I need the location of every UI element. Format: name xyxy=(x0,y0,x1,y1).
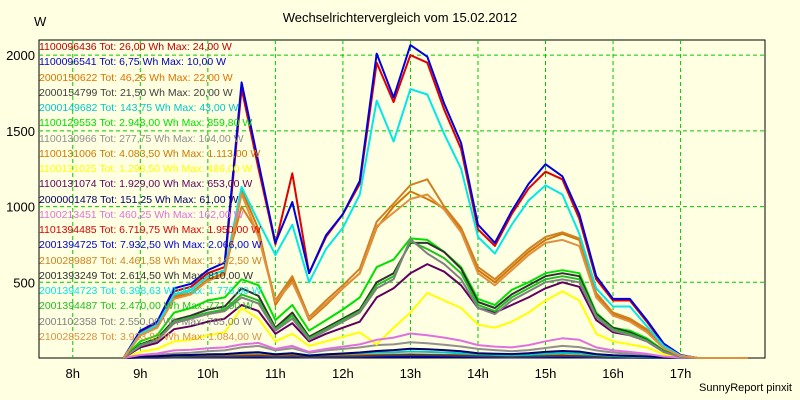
x-tick-label: 15h xyxy=(535,366,557,381)
legend-item-19: 2001102358 Tot: 2.550,00 Wh Max: 785,00 … xyxy=(39,315,253,328)
x-tick-label: 11h xyxy=(265,366,286,381)
legend-item-16: 2001393249 Tot: 2.614,50 Wh Max: 810,00 … xyxy=(39,269,254,282)
legend-item-1: 1100096436 Tot: 26,00 Wh Max: 24,00 W xyxy=(39,41,232,53)
chart-title: Wechselrichtervergleich vom 15.02.2012 xyxy=(282,10,518,25)
series-line-19 xyxy=(122,238,749,359)
credit-label: SunnyReport pinxit xyxy=(699,382,792,394)
legend-item-2: 1100096541 Tot: 6,75 Wh Max: 10,00 W xyxy=(39,56,226,69)
series-line-11 xyxy=(123,347,749,359)
legend-item-20: 2100285228 Tot: 3.923,83 Wh Max: 1.084,0… xyxy=(39,330,262,343)
legend-item-11: 2000001478 Tot: 151,25 Wh Max: 61,00 W xyxy=(39,193,239,206)
legend-item-13: 1101394485 Tot: 6.719,75 Wh Max: 1.950,0… xyxy=(39,224,262,236)
legend-item-7: 1100130966 Tot: 277,75 Wh Max: 104,00 W xyxy=(39,132,244,145)
x-tick-label: 8h xyxy=(66,366,80,381)
series-line-9 xyxy=(123,290,749,359)
legend-item-14: 2001394725 Tot: 7.932,50 Wh Max: 2.066,0… xyxy=(39,239,262,252)
legend: 1100096436 Tot: 26,00 Wh Max: 24,00 W 110… xyxy=(39,40,262,345)
y-tick-label: 500 xyxy=(13,275,35,290)
y-tick-label: 1000 xyxy=(6,200,35,215)
y-axis-unit-label: W xyxy=(34,14,47,29)
y-tick-label: 2000 xyxy=(6,48,35,63)
legend-item-15: 2100289887 Tot: 4.461,58 Wh Max: 1.142,5… xyxy=(39,254,262,267)
x-tick-label: 13h xyxy=(400,366,422,381)
legend-item-5: 2000149682 Tot: 143,75 Wh Max: 43,00 W xyxy=(39,102,239,114)
series-line-12 xyxy=(123,332,749,359)
series-line-14 xyxy=(122,44,749,359)
series-line-7 xyxy=(123,341,749,359)
x-tick-label: 9h xyxy=(133,366,147,381)
y-tick-label: 1500 xyxy=(6,124,35,139)
legend-item-6: 1100129553 Tot: 2.948,00 Wh Max: 859,80 … xyxy=(39,117,253,130)
series-line-6 xyxy=(122,237,749,359)
legend-item-17: 2001394723 Tot: 6.398,63 Wh Max: 1.776,0… xyxy=(39,285,262,297)
series-line-17 xyxy=(122,88,749,359)
legend-item-18: 2001394487 Tot: 2.470,00 Wh Max: 771,00 … xyxy=(39,300,254,313)
legend-item-3: 2000150622 Tot: 46,25 Wh Max: 22,00 W xyxy=(39,71,233,84)
legend-item-12: 1100213451 Tot: 460,25 Wh Max: 162,00 W xyxy=(39,208,244,221)
x-tick-label: 14h xyxy=(467,366,489,381)
x-tick-label: 16h xyxy=(602,366,624,381)
series-line-20 xyxy=(122,192,749,359)
legend-item-4: 2000154799 Tot: 21,50 Wh Max: 20,00 W xyxy=(39,86,233,99)
x-tick-label: 12h xyxy=(332,366,354,381)
legend-item-8: 1100131006 Tot: 4.083,50 Wh Max: 1.113,0… xyxy=(39,147,261,160)
legend-item-9: 1100131025 Tot: 1.298,50 Wh Max: 486,00 … xyxy=(39,163,253,175)
legend-item-10: 1100131074 Tot: 1.929,00 Wh Max: 653,00 … xyxy=(39,178,253,191)
x-tick-label: 17h xyxy=(670,366,692,381)
x-tick-label: 10h xyxy=(197,366,219,381)
